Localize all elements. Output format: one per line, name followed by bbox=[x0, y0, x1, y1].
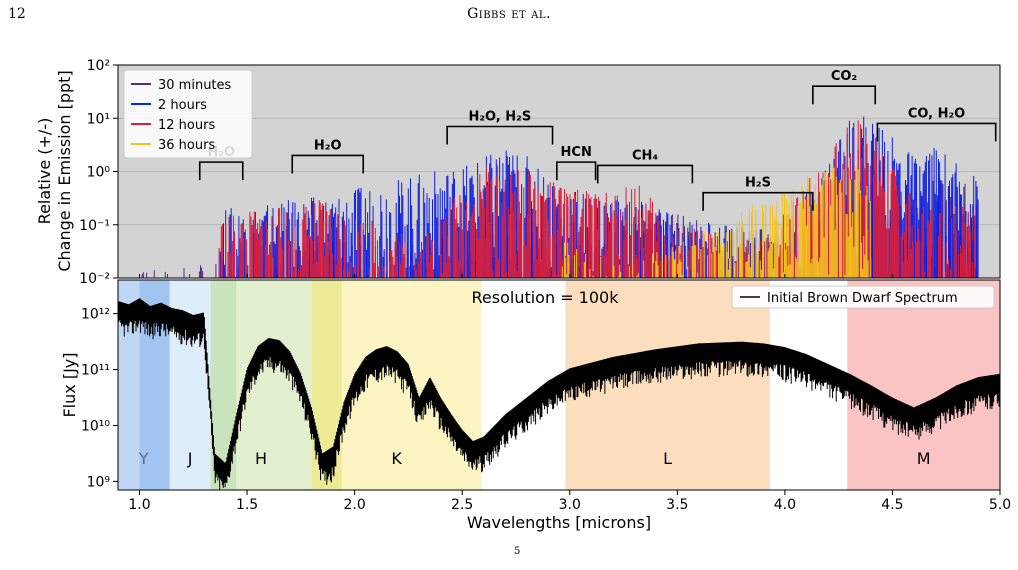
annotation-label: H₂O, H₂S bbox=[468, 109, 531, 124]
xtick-label: 4.0 bbox=[774, 497, 796, 513]
bottom-ytick-label: 10¹⁰ bbox=[81, 418, 110, 434]
top-ylabel-line2: Change in Emission [ppt] bbox=[55, 70, 74, 271]
bottom-legend: Initial Brown Dwarf Spectrum bbox=[731, 285, 995, 309]
annotation-bracket bbox=[556, 161, 597, 181]
annotation-bracket bbox=[446, 125, 554, 145]
band-label-H: H bbox=[255, 449, 267, 468]
annotation-bracket bbox=[702, 191, 814, 211]
annotation-bracket bbox=[291, 154, 365, 174]
top-ytick-label: 10⁻¹ bbox=[79, 218, 110, 234]
xtick-label: 1.5 bbox=[236, 497, 258, 513]
xtick-label: 4.5 bbox=[881, 497, 903, 513]
running-head: Gibbs et al. bbox=[467, 6, 551, 22]
top-y-ticks: 10⁻² 10⁻¹ 10⁰ 10¹ 10² bbox=[79, 58, 118, 287]
legend-label-36h: 36 hours bbox=[158, 138, 215, 153]
bottom-ylabel: Flux [Jy] bbox=[60, 352, 79, 417]
band-label-J: J bbox=[187, 449, 193, 468]
series-path bbox=[561, 157, 871, 278]
xtick-label: 2.0 bbox=[344, 497, 366, 513]
top-ylabel-line1: Relative (+/-) bbox=[35, 118, 54, 225]
xtick-label: 3.0 bbox=[559, 497, 581, 513]
legend-label-spectrum: Initial Brown Dwarf Spectrum bbox=[767, 291, 958, 306]
band-label-L: L bbox=[663, 449, 672, 468]
band-L bbox=[565, 280, 770, 490]
annotation-bracket bbox=[198, 161, 244, 181]
legend-label-2h: 2 hours bbox=[158, 98, 207, 113]
annotation-bracket bbox=[596, 164, 694, 184]
series-36-hours bbox=[561, 157, 871, 278]
spectrum-group bbox=[118, 298, 1000, 490]
bottom-y-ticks: 10⁹ 10¹⁰ 10¹¹ 10¹² bbox=[81, 307, 118, 490]
top-ytick-label: 10² bbox=[87, 58, 110, 74]
top-ytick-label: 10¹ bbox=[87, 111, 110, 127]
annotation-label: H₂S bbox=[745, 176, 771, 191]
annotation-label: CO₂ bbox=[831, 69, 857, 84]
legend-label-12h: 12 hours bbox=[158, 118, 215, 133]
xtick-label: 5.0 bbox=[989, 497, 1011, 513]
spectrum-path bbox=[118, 298, 1000, 490]
photometric-bands: YJHKLM bbox=[118, 280, 1000, 490]
legend-label-30min: 30 minutes bbox=[158, 78, 232, 93]
caption-fragment: 5 bbox=[514, 546, 521, 557]
bottom-ytick-label: 10¹¹ bbox=[81, 363, 110, 379]
x-ticks: 1.0 1.5 2.0 2.5 3.0 3.5 4.0 4.5 5.0 bbox=[128, 274, 1011, 513]
annotation-label: HCN bbox=[561, 145, 592, 160]
band-label-K: K bbox=[391, 449, 402, 468]
annotation-label: CH₄ bbox=[632, 148, 658, 163]
resolution-label: Resolution = 100k bbox=[472, 288, 620, 307]
annotation-label: H₂O bbox=[314, 138, 342, 153]
x-axis-label: Wavelengths [microns] bbox=[467, 513, 651, 532]
annotation-bracket bbox=[812, 85, 877, 105]
page-number: 12 bbox=[8, 6, 26, 22]
bottom-ytick-label: 10⁹ bbox=[87, 474, 111, 490]
bottom-panel-frame bbox=[117, 279, 1001, 491]
top-ytick-label: 10⁻² bbox=[79, 271, 110, 287]
top-legend: 30 minutes 2 hours 12 hours 36 hours bbox=[123, 69, 253, 159]
xtick-label: 1.0 bbox=[128, 497, 150, 513]
xtick-label: 3.5 bbox=[666, 497, 688, 513]
xtick-label: 2.5 bbox=[451, 497, 473, 513]
top-ytick-label: 10⁰ bbox=[87, 165, 111, 181]
annotation-bracket bbox=[876, 122, 997, 142]
bottom-ytick-label: 10¹² bbox=[81, 307, 110, 323]
band-label-M: M bbox=[917, 449, 931, 468]
annotation-label: CO, H₂O bbox=[908, 106, 965, 121]
